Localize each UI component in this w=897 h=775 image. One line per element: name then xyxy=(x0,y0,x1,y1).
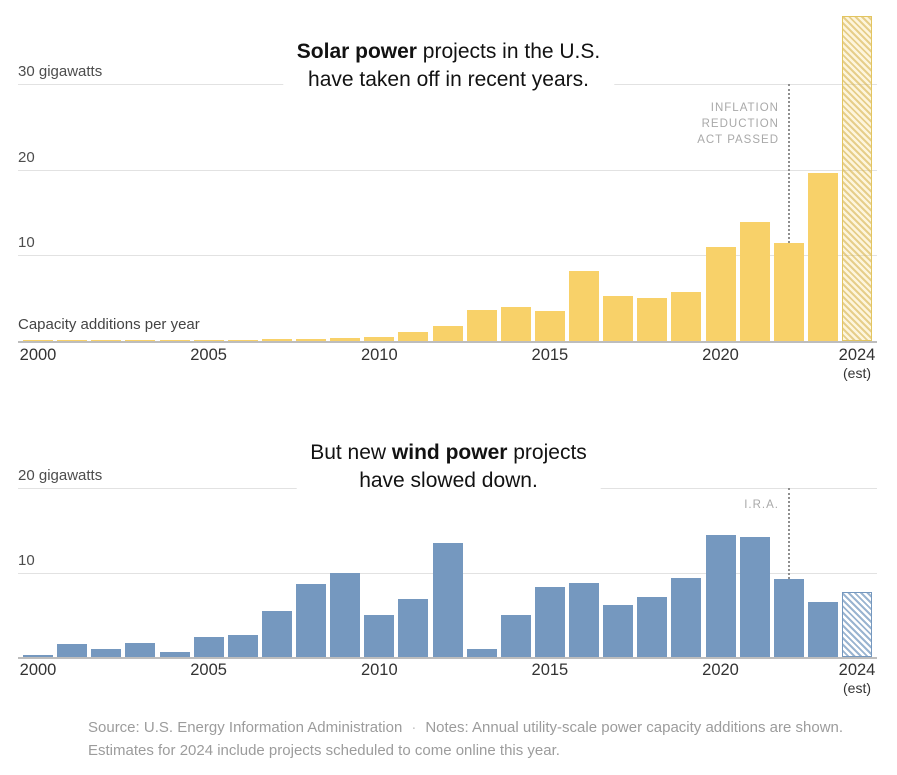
bar-wind-2001 xyxy=(57,643,88,657)
solar-title-line1: Solar power projects in the U.S. xyxy=(297,38,600,66)
bar-solar-2022 xyxy=(773,243,804,341)
y-tick-label-solar-10: 10 xyxy=(18,234,35,252)
bar-solar-2016 xyxy=(569,270,599,341)
bar-solar-2019 xyxy=(671,292,702,341)
bar-solar-2001 xyxy=(57,339,88,341)
bar-solar-2002 xyxy=(91,339,122,341)
bar-wind-2008 xyxy=(296,583,326,657)
bar-solar-2006 xyxy=(227,339,258,341)
ira-annotation-line-1: INFLATION xyxy=(710,102,779,114)
x-tick-label-wind-2024: 2024 xyxy=(838,661,876,679)
bar-wind-2006 xyxy=(227,635,258,657)
bar-wind-2023 xyxy=(807,602,838,657)
title-text-bold: wind power xyxy=(391,441,508,464)
bar-solar-2011 xyxy=(398,331,429,341)
bar-wind-2009 xyxy=(330,572,361,657)
x-tick-label-wind-2020: 2020 xyxy=(702,661,739,679)
title-text-bold: Solar power xyxy=(296,40,417,63)
bar-solar-2009 xyxy=(330,338,361,341)
bar-wind-2002 xyxy=(91,649,122,657)
x-tick-label-solar-2020: 2020 xyxy=(702,346,739,364)
bar-wind-2015 xyxy=(534,586,565,657)
y-tick-label-solar-30: 30 gigawatts xyxy=(18,63,103,81)
x-tick-label-wind-2015: 2015 xyxy=(531,661,569,679)
gridline-solar-20 xyxy=(18,169,877,171)
x-tick-label-wind-2010: 2010 xyxy=(360,661,398,679)
bar-solar-2004 xyxy=(159,339,190,341)
bar-wind-2018 xyxy=(637,597,668,657)
bar-wind-2022 xyxy=(773,579,804,657)
solar-title-line2: have taken off in recent years. xyxy=(308,68,589,91)
x-tick-label-wind-2005: 2005 xyxy=(190,661,227,679)
bar-wind-2024-estimated xyxy=(842,591,872,657)
bar-wind-2013 xyxy=(466,648,497,657)
bar-wind-2021 xyxy=(739,537,770,657)
wind-chart-title: But new wind power projects have slowed … xyxy=(296,437,601,497)
x-axis-line-wind xyxy=(18,657,877,659)
ira-annotation-wind: I.R.A. xyxy=(744,497,779,513)
bar-solar-2008 xyxy=(296,338,326,341)
bar-wind-2017 xyxy=(603,604,634,657)
bar-wind-2010 xyxy=(364,614,395,658)
bar-solar-2013 xyxy=(466,310,497,341)
ira-annotation-solar: INFLATION REDUCTION ACT PASSED xyxy=(697,100,779,148)
y-tick-label-wind-10: 10 xyxy=(18,551,35,569)
title-text-post: projects xyxy=(507,441,587,464)
bar-wind-2003 xyxy=(125,642,156,657)
bar-wind-2011 xyxy=(398,598,429,657)
bar-solar-2017 xyxy=(603,295,634,341)
ira-dotted-line-solar xyxy=(787,84,790,244)
bar-wind-2007 xyxy=(261,610,292,657)
bar-solar-2005 xyxy=(193,339,224,341)
bar-solar-2014 xyxy=(500,306,531,341)
bar-wind-2012 xyxy=(432,542,463,657)
bar-solar-2020 xyxy=(705,246,736,341)
bar-solar-2023 xyxy=(807,173,838,341)
bar-wind-2020 xyxy=(705,534,736,657)
x-tick-est-label-solar: (est) xyxy=(843,365,871,381)
title-text-post: projects in the U.S. xyxy=(416,40,601,63)
bar-solar-2021 xyxy=(739,222,770,341)
bar-solar-2024-estimated xyxy=(842,15,872,341)
bar-wind-2005 xyxy=(193,636,224,657)
x-tick-label-solar-2000: 2000 xyxy=(19,346,57,364)
bar-wind-2016 xyxy=(569,582,599,657)
bar-solar-2000 xyxy=(23,340,53,341)
ira-annotation-line-2: REDUCTION xyxy=(701,118,779,130)
notes-text: Notes: Annual utility-scale power capaci… xyxy=(88,719,844,759)
bar-wind-2014 xyxy=(500,614,531,658)
x-tick-label-solar-2010: 2010 xyxy=(360,346,398,364)
solar-chart-title: Solar power projects in the U.S. have ta… xyxy=(282,36,615,96)
x-tick-label-solar-2024: 2024 xyxy=(838,346,876,364)
source-text: Source: U.S. Energy Information Administ… xyxy=(88,719,403,736)
x-tick-label-solar-2005: 2005 xyxy=(190,346,227,364)
bar-solar-2018 xyxy=(637,298,668,341)
plot-unit-label-solar: Capacity additions per year xyxy=(18,316,200,333)
footer-note: Source: U.S. Energy Information Administ… xyxy=(88,716,846,762)
bar-solar-2003 xyxy=(125,340,156,341)
x-tick-label-wind-2000: 2000 xyxy=(19,661,57,679)
y-tick-label-wind-20: 20 gigawatts xyxy=(18,467,103,484)
bar-solar-2015 xyxy=(534,311,565,341)
bar-wind-2000 xyxy=(23,654,53,657)
ira-annotation-line-1: I.R.A. xyxy=(744,499,779,511)
x-axis-line-solar xyxy=(18,341,877,343)
bar-solar-2012 xyxy=(432,326,463,341)
bar-wind-2019 xyxy=(671,578,702,657)
bar-solar-2010 xyxy=(364,337,395,341)
wind-title-line2: have slowed down. xyxy=(359,469,538,492)
x-tick-est-label-wind: (est) xyxy=(843,680,871,696)
footer-separator: · xyxy=(411,719,417,736)
gridline-solar-10 xyxy=(18,255,877,257)
title-text-pre: But new xyxy=(310,441,392,464)
y-tick-label-solar-20: 20 xyxy=(18,148,35,166)
bar-wind-2004 xyxy=(159,651,190,657)
bar-solar-2007 xyxy=(261,339,292,341)
ira-dotted-line-wind xyxy=(787,488,790,580)
ira-annotation-line-3: ACT PASSED xyxy=(697,134,779,146)
x-tick-label-solar-2015: 2015 xyxy=(531,346,569,364)
wind-title-line1: But new wind power projects xyxy=(310,439,587,467)
